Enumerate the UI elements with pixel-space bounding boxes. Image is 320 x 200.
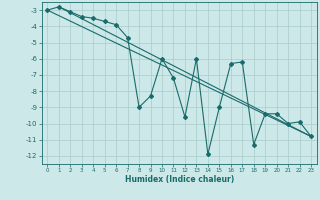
X-axis label: Humidex (Indice chaleur): Humidex (Indice chaleur) — [124, 175, 234, 184]
